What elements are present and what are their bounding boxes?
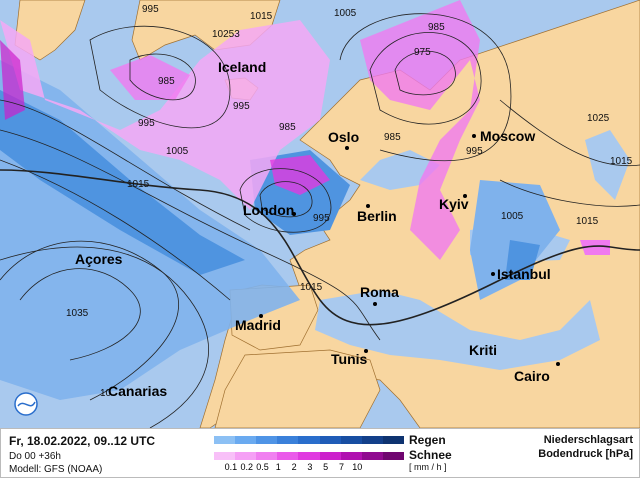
scale-tick: 1 (275, 462, 281, 472)
isobar-label: 995 (313, 213, 330, 224)
isobar-labels: 995 1005 1015 10253 985 995 1005 1015 99… (66, 4, 633, 399)
isobar-label: 985 (428, 22, 445, 33)
scale-tick: 2 (291, 462, 297, 472)
isobar-label: 1035 (66, 308, 89, 319)
city-label-berlin: Berlin (357, 208, 397, 224)
snow-swatch (298, 452, 320, 460)
city-label-roma: Roma (360, 284, 399, 300)
rain-color-scale (214, 436, 404, 444)
snow-swatch (382, 452, 404, 460)
scale-tick: 0.1 (224, 462, 238, 472)
snow-swatch (277, 452, 299, 460)
rain-swatch (340, 436, 362, 444)
rain-swatch (298, 436, 320, 444)
isobar-label: 995 (233, 101, 250, 112)
rain-swatch (277, 436, 299, 444)
rain-label: Regen (409, 433, 446, 447)
isobar-label: 1015 (250, 11, 273, 22)
city-label-london: London (243, 202, 294, 218)
city-label-cairo: Cairo (514, 368, 550, 384)
isobar-label: 1015 (300, 282, 323, 293)
isobar-label: 1015 (610, 156, 633, 167)
snow-swatch (340, 452, 362, 460)
model-run: Do 00 +36h (9, 451, 61, 462)
rain-swatch (382, 436, 404, 444)
snow-label: Schnee (409, 448, 452, 462)
scale-tick: 3 (307, 462, 313, 472)
scale-tick: 0.5 (256, 462, 269, 472)
rain-swatch (256, 436, 278, 444)
isobar-label: 985 (384, 132, 401, 143)
isobar-label: 975 (414, 47, 431, 58)
isobar-label: 1005 (334, 8, 357, 19)
isobar-label: 1015 (576, 216, 599, 227)
city-label-tunis: Tunis (331, 351, 368, 367)
snow-areas (0, 0, 610, 260)
city-label-kyiv: Kyiv (439, 196, 469, 212)
legend-title-pressure: Bodendruck [hPa] (538, 448, 633, 460)
scale-tick: 7 (338, 462, 344, 472)
city-dots (259, 134, 560, 366)
snow-swatch (214, 452, 236, 460)
city-label-iceland: Iceland (218, 59, 266, 75)
rain-swatch (235, 436, 257, 444)
rain-swatch (214, 436, 236, 444)
city-label-moscow: Moscow (480, 128, 535, 144)
isobar-label: 1005 (166, 146, 189, 157)
isobar-label: 1015 (127, 179, 150, 190)
snow-swatch (361, 452, 383, 460)
scale-tick: 5 (323, 462, 329, 472)
scale-tick: 10 (352, 462, 363, 472)
isobar-label: 10 (100, 388, 112, 399)
isobar-label: 995 (142, 4, 159, 15)
logo-icon (14, 392, 38, 416)
city-label-kriti: Kriti (469, 342, 497, 358)
model-name: Modell: GFS (NOAA) (9, 464, 103, 475)
rain-swatch (319, 436, 341, 444)
city-label-canarias: Canarias (108, 383, 167, 399)
unit-label: [ mm / h ] (409, 462, 447, 472)
isobar-label: 995 (466, 146, 483, 157)
isobars (0, 13, 640, 428)
city-labels: Iceland Oslo Moscow London Berlin Kyiv A… (75, 59, 551, 399)
weather-map: 995 1005 1015 10253 985 995 1005 1015 99… (0, 0, 640, 428)
city-label-acores: Açores (75, 251, 123, 267)
isobar-label: 1025 (587, 113, 610, 124)
isobar-label: 985 (158, 76, 175, 87)
snow-color-scale (214, 452, 404, 460)
city-label-oslo: Oslo (328, 129, 359, 145)
legend-footer: Fr, 18.02.2022, 09..12 UTC Do 00 +36h Mo… (0, 428, 640, 478)
rain-swatch (361, 436, 383, 444)
isobar-label: 985 (279, 122, 296, 133)
valid-time: Fr, 18.02.2022, 09..12 UTC (9, 434, 156, 448)
isobar-label: 995 (138, 118, 155, 129)
snow-swatch (235, 452, 257, 460)
city-label-istanbul: Istanbul (497, 266, 551, 282)
snow-swatch (256, 452, 278, 460)
scale-tick: 0.2 (240, 462, 253, 472)
snow-swatch (319, 452, 341, 460)
legend-title-precip-type: Niederschlagsart (543, 434, 633, 446)
isobar-label: 1005 (501, 211, 524, 222)
city-label-madrid: Madrid (235, 317, 281, 333)
scale-ticks: 0.1 0.2 0.5 1 2 3 5 7 10 (223, 462, 365, 472)
isobar-label: 10253 (212, 29, 240, 40)
